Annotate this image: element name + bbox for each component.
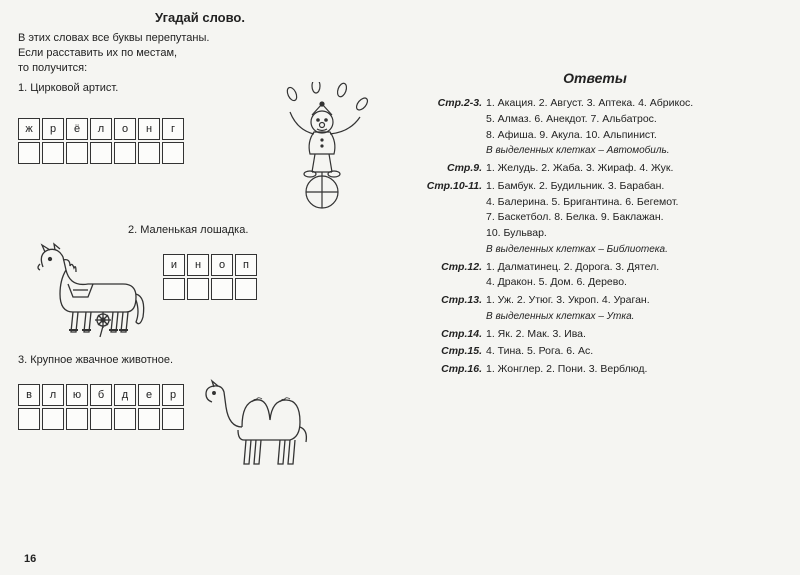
answer-boxes [18, 408, 184, 430]
clue-text: 2. Маленькая лошадка. [128, 224, 382, 236]
camel-illustration [194, 372, 324, 472]
empty-box [18, 142, 40, 164]
empty-box [235, 278, 257, 300]
empty-box [66, 408, 88, 430]
answer-page-ref: Стр.13. [420, 293, 486, 325]
letter-box: и [163, 254, 185, 276]
letter-box: р [42, 118, 64, 140]
empty-box [211, 278, 233, 300]
empty-box [90, 408, 112, 430]
letter-box: б [90, 384, 112, 406]
answers-title: Ответы [420, 70, 770, 86]
empty-box [138, 142, 160, 164]
empty-box [187, 278, 209, 300]
empty-box [42, 142, 64, 164]
answer-text: 1. Бамбук. 2. Будильник. 3. Барабан.4. Б… [486, 179, 770, 258]
highlight-note: В выделенных клетках – Библиотека. [486, 244, 668, 255]
empty-box [90, 142, 112, 164]
answer-section: Стр.16.1. Жонглер. 2. Пони. 3. Верблюд. [420, 362, 770, 378]
answer-section: Стр.10-11.1. Бамбук. 2. Будильник. 3. Ба… [420, 179, 770, 258]
answer-text: 4. Тина. 5. Рога. 6. Ас. [486, 344, 770, 360]
letter-box: п [235, 254, 257, 276]
answer-boxes [18, 142, 262, 164]
letter-boxes: ж р ё л о н г [18, 118, 262, 140]
letter-box: о [114, 118, 136, 140]
answer-text: 1. Далматинец. 2. Дорога. 3. Дятел.4. Др… [486, 260, 770, 292]
empty-box [114, 142, 136, 164]
letter-box: л [90, 118, 112, 140]
answer-section: Стр.14.1. Як. 2. Мак. 3. Ива. [420, 327, 770, 343]
answer-text: 1. Уж. 2. Утюг. 3. Укроп. 4. Ураган.В вы… [486, 293, 770, 325]
answer-page-ref: Стр.2-3. [420, 96, 486, 159]
empty-box [66, 142, 88, 164]
pony-illustration [18, 242, 153, 342]
letter-box: о [211, 254, 233, 276]
answer-text: 1. Желудь. 2. Жаба. 3. Жираф. 4. Жук. [486, 161, 770, 177]
answer-boxes [163, 278, 257, 300]
answer-page-ref: Стр.10-11. [420, 179, 486, 258]
answer-page-ref: Стр.12. [420, 260, 486, 292]
answer-section: Стр.13.1. Уж. 2. Утюг. 3. Укроп. 4. Ураг… [420, 293, 770, 325]
intro-text: В этих словах все буквы перепутаны. Если… [18, 31, 382, 76]
letter-box: в [18, 384, 40, 406]
juggler-illustration [272, 82, 382, 212]
puzzle-1: 1. Цирковой артист. ж р ё л о н г [18, 82, 382, 212]
empty-box [162, 142, 184, 164]
empty-box [138, 408, 160, 430]
puzzle-2: 2. Маленькая лошадка. [18, 224, 382, 342]
answer-section: Стр.2-3.1. Акация. 2. Август. 3. Аптека.… [420, 96, 770, 159]
letter-box: е [138, 384, 160, 406]
letter-box: ю [66, 384, 88, 406]
answer-page-ref: Стр.16. [420, 362, 486, 378]
answer-page-ref: Стр.15. [420, 344, 486, 360]
clue-text: 3. Крупное жвачное животное. [18, 354, 382, 366]
answer-section: Стр.12.1. Далматинец. 2. Дорога. 3. Дяте… [420, 260, 770, 292]
clue-text: 1. Цирковой артист. [18, 82, 262, 94]
letter-box: д [114, 384, 136, 406]
right-page: Ответы Стр.2-3.1. Акация. 2. Август. 3. … [400, 0, 800, 575]
highlight-note: В выделенных клетках – Утка. [486, 311, 634, 322]
empty-box [18, 408, 40, 430]
letter-box: н [187, 254, 209, 276]
letter-box: ж [18, 118, 40, 140]
answer-page-ref: Стр.9. [420, 161, 486, 177]
answer-text: 1. Жонглер. 2. Пони. 3. Верблюд. [486, 362, 770, 378]
answer-text: 1. Акация. 2. Август. 3. Аптека. 4. Абри… [486, 96, 770, 159]
answer-page-ref: Стр.14. [420, 327, 486, 343]
empty-box [162, 408, 184, 430]
letter-boxes: в л ю б д е р [18, 384, 184, 406]
puzzle-title: Угадай слово. [18, 10, 382, 25]
puzzle-3: 3. Крупное жвачное животное. в л ю б д е… [18, 354, 382, 472]
highlight-note: В выделенных клетках – Автомобиль. [486, 145, 670, 156]
answers-list: Стр.2-3.1. Акация. 2. Август. 3. Аптека.… [420, 96, 770, 378]
empty-box [114, 408, 136, 430]
letter-boxes: и н о п [163, 254, 257, 276]
letter-box: л [42, 384, 64, 406]
left-page: Угадай слово. В этих словах все буквы пе… [0, 0, 400, 575]
empty-box [163, 278, 185, 300]
answer-section: Стр.9.1. Желудь. 2. Жаба. 3. Жираф. 4. Ж… [420, 161, 770, 177]
intro-line: то получится: [18, 62, 87, 74]
letter-box: н [138, 118, 160, 140]
letter-box: ё [66, 118, 88, 140]
intro-line: В этих словах все буквы перепутаны. [18, 32, 209, 44]
letter-box: г [162, 118, 184, 140]
empty-box [42, 408, 64, 430]
answer-section: Стр.15.4. Тина. 5. Рога. 6. Ас. [420, 344, 770, 360]
letter-box: р [162, 384, 184, 406]
answer-text: 1. Як. 2. Мак. 3. Ива. [486, 327, 770, 343]
intro-line: Если расставить их по местам, [18, 47, 177, 59]
page-number: 16 [24, 553, 36, 565]
